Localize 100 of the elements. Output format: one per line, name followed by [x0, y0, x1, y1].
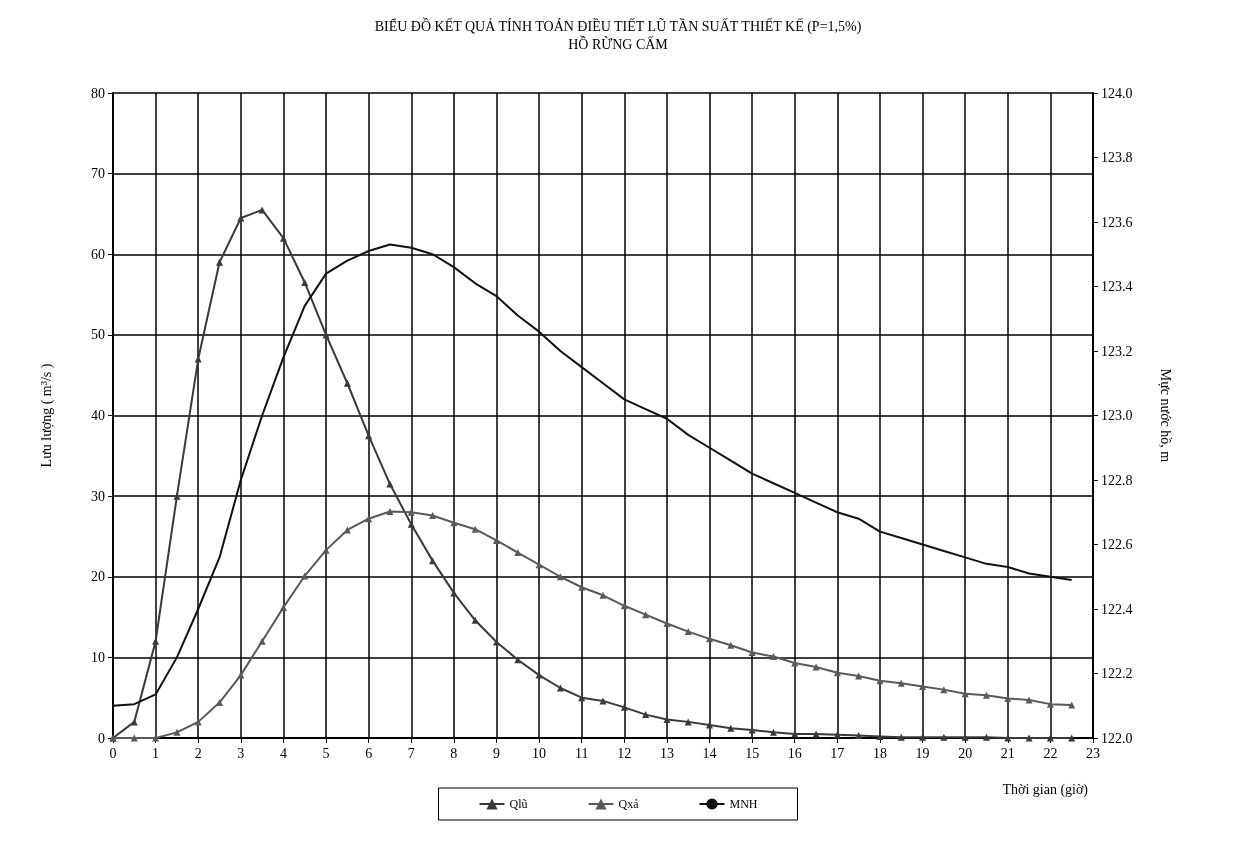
point	[173, 492, 181, 500]
x-tick-label: 11	[574, 745, 589, 761]
point	[897, 733, 905, 741]
y2-tick-label: 123.6	[1101, 214, 1133, 230]
x-tick-label: 7	[407, 745, 415, 761]
x-axis-title: Thời gian (giờ)	[1002, 781, 1089, 798]
y-tick-label: 50	[91, 327, 105, 343]
x-tick-label: 4	[279, 745, 287, 761]
point	[471, 525, 479, 533]
x-tick-label: 12	[617, 745, 632, 761]
y2-tick-label: 122.2	[1101, 666, 1133, 681]
point	[940, 686, 948, 694]
y2-tick-label: 123.2	[1101, 343, 1133, 359]
point	[514, 549, 522, 557]
point	[365, 515, 373, 523]
y-tick-label: 60	[91, 246, 105, 262]
point	[1025, 696, 1033, 704]
y-tick-label: 0	[98, 730, 105, 746]
x-tick-label: 3	[237, 745, 245, 761]
point	[492, 536, 500, 544]
point	[791, 659, 799, 667]
y2-tick-label: 122.6	[1101, 537, 1133, 552]
point	[855, 732, 863, 740]
point	[748, 649, 756, 657]
x-tick-label: 18	[872, 745, 887, 761]
x-tick-label: 17	[830, 745, 845, 761]
x-tick-label: 16	[787, 745, 802, 761]
y-tick-label: 80	[91, 85, 105, 101]
point	[429, 557, 437, 565]
point	[429, 511, 437, 519]
point	[727, 641, 735, 649]
legend-label: Qlũ	[509, 797, 528, 811]
point	[492, 638, 500, 646]
x-tick-label: 8	[450, 745, 458, 761]
y2-tick-label: 122.4	[1101, 601, 1133, 617]
point	[216, 258, 224, 266]
x-tick-label: 1	[152, 745, 160, 761]
y2-tick-label: 122.0	[1101, 730, 1133, 746]
point	[279, 603, 287, 611]
point	[599, 591, 607, 599]
point	[535, 561, 543, 569]
x-tick-label: 15	[745, 745, 760, 761]
x-tick-label: 20	[958, 745, 973, 761]
point	[578, 583, 586, 591]
point	[620, 703, 628, 711]
point	[982, 691, 990, 699]
point	[897, 679, 905, 687]
point	[1046, 700, 1054, 708]
point	[1068, 734, 1076, 742]
y2-tick-label: 123.4	[1101, 279, 1133, 294]
chart-subtitle: HỒ RỪNG CẤM	[568, 34, 669, 52]
point	[812, 663, 820, 671]
x-tick-label: 21	[1000, 745, 1015, 761]
x-tick-label: 19	[915, 745, 930, 761]
point	[833, 669, 841, 677]
point	[343, 379, 351, 387]
x-tick-label: 10	[532, 745, 547, 761]
point	[471, 616, 479, 624]
y-axis-title: Lưu lượng ( m³/s )	[38, 363, 55, 468]
x-tick-label: 13	[659, 745, 674, 761]
point	[130, 734, 138, 742]
point	[599, 697, 607, 705]
point	[407, 508, 415, 516]
point	[237, 671, 245, 679]
x-tick-label: 22	[1043, 745, 1058, 761]
point	[706, 635, 714, 643]
x-tick-label: 6	[365, 745, 373, 761]
legend-label: Qxả	[618, 797, 640, 811]
point	[769, 728, 777, 736]
point	[982, 733, 990, 741]
x-tick-label: 14	[702, 745, 717, 761]
point	[1004, 694, 1012, 702]
point	[216, 699, 224, 707]
point	[940, 733, 948, 741]
y2-tick-label: 123.8	[1101, 150, 1133, 165]
y2-axis-title: Mực nước hồ, m	[1157, 368, 1173, 463]
point	[876, 677, 884, 685]
point	[1025, 734, 1033, 742]
y-tick-label: 70	[91, 166, 105, 182]
point	[386, 480, 394, 488]
point	[706, 721, 714, 729]
y-tick-label: 10	[91, 649, 105, 665]
y-tick-label: 30	[91, 488, 105, 504]
point	[642, 611, 650, 619]
point	[556, 684, 564, 692]
point	[301, 278, 309, 286]
point	[173, 728, 181, 736]
x-tick-label: 0	[109, 745, 117, 761]
point	[322, 546, 330, 554]
point	[556, 573, 564, 581]
y2-tick-label: 123.0	[1101, 408, 1133, 423]
x-tick-label: 5	[322, 745, 330, 761]
point	[919, 682, 927, 690]
y2-tick-label: 124.0	[1101, 85, 1133, 101]
point	[769, 653, 777, 661]
legend-label: MNH	[729, 797, 758, 811]
y-tick-label: 20	[91, 569, 105, 585]
point	[663, 620, 671, 628]
point	[642, 711, 650, 719]
point	[727, 724, 735, 732]
